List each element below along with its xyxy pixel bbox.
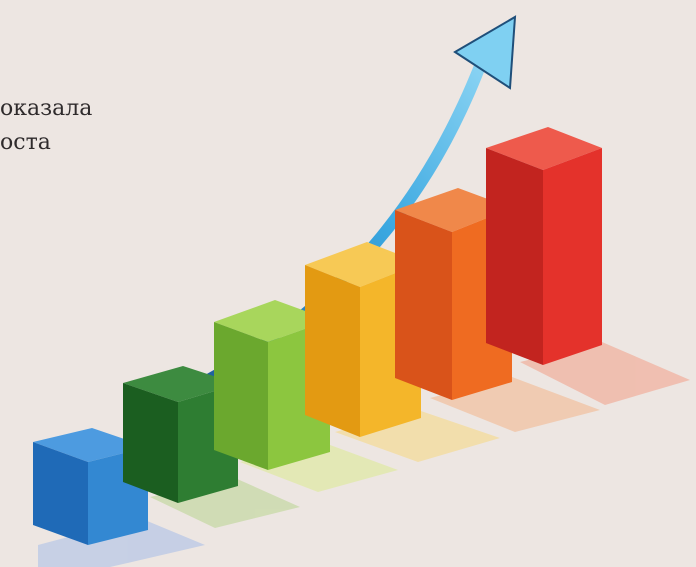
bar-blue-top (33, 428, 148, 462)
bar-red-side (543, 148, 602, 365)
bar-light-green-front (214, 322, 268, 470)
bar-orange-top (395, 188, 512, 232)
growth-arrow (205, 15, 517, 382)
bar-orange (395, 188, 512, 400)
caption-text: оказала оста (0, 92, 92, 160)
caption-line-1: оказала (0, 96, 93, 121)
bar-light-green-top (214, 300, 330, 342)
bar-dark-green-top (123, 366, 238, 402)
bar-blue-front (33, 442, 88, 545)
bar-red-front (486, 148, 543, 365)
bar-yellow-top (305, 242, 421, 287)
arrow-head (453, 15, 517, 90)
bar-red (486, 127, 602, 365)
bar-dark-green (123, 366, 238, 503)
bar-yellow-front (305, 265, 360, 437)
caption-line-2: оста (0, 130, 51, 155)
bar-dark-green-front (123, 383, 178, 503)
bar-red-top (486, 127, 602, 170)
bar-orange-front (395, 210, 452, 400)
shadow-bar-1 (38, 518, 205, 567)
